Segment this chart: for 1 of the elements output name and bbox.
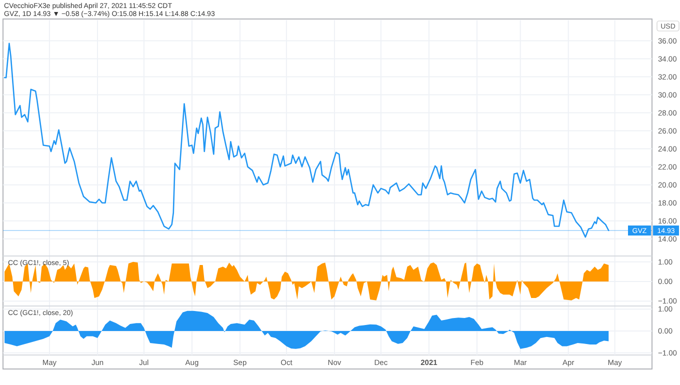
line-series <box>4 42 610 238</box>
